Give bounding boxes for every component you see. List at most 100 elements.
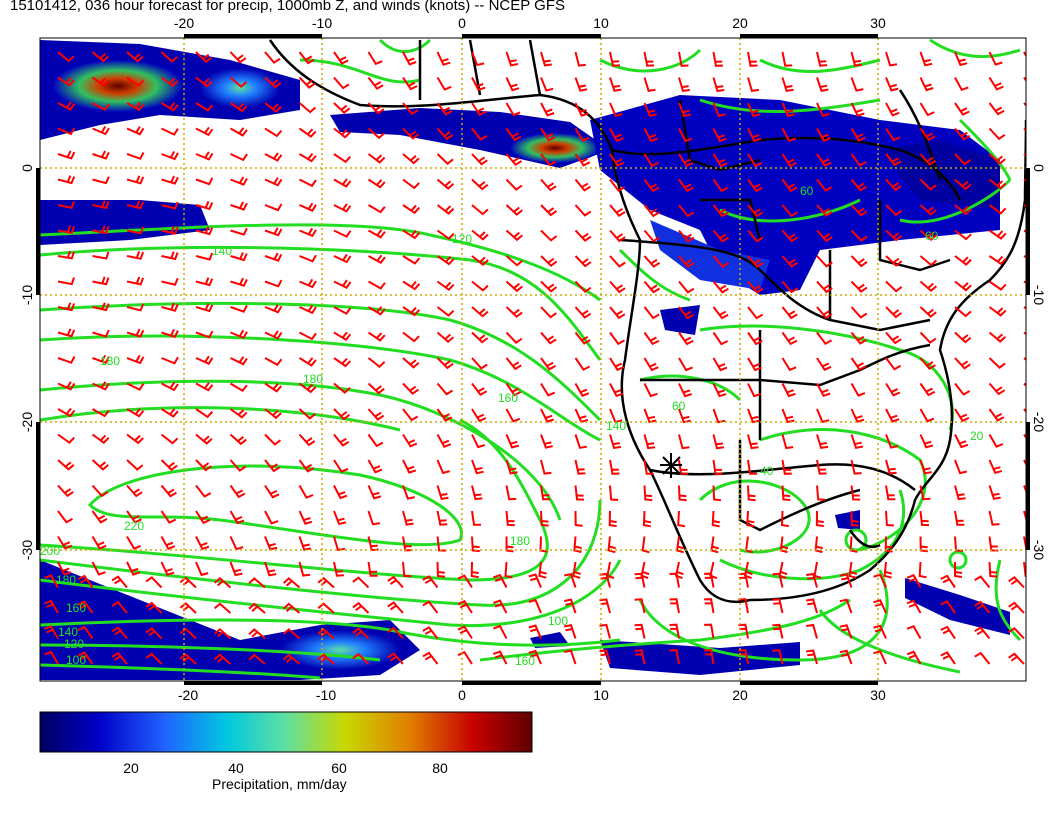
wind-barb	[126, 175, 145, 185]
wind-barb	[77, 625, 94, 640]
wind-barb	[574, 178, 591, 192]
wind-barb	[91, 484, 109, 498]
wind-barb	[457, 625, 473, 640]
wind-barb	[471, 153, 488, 166]
lon-labels-top: -20 -10 0 10 20 30	[174, 15, 886, 31]
wind-barb	[885, 102, 900, 117]
wind-barb	[436, 306, 455, 317]
wind-barb	[712, 77, 725, 93]
wind-barb	[885, 408, 900, 423]
wind-barb	[126, 126, 145, 136]
wind-barb	[574, 255, 592, 268]
wind-barb	[643, 383, 658, 398]
wind-barb	[850, 204, 868, 217]
wind-barb	[126, 459, 144, 471]
wind-barb	[77, 651, 94, 665]
colorbar: 20 40 60 80	[39, 711, 533, 776]
wind-barb	[850, 306, 868, 319]
wind-barb	[885, 229, 903, 242]
wind-barb	[815, 510, 824, 528]
wind-barb	[471, 204, 489, 216]
wind-barb	[126, 276, 145, 286]
wind-barb	[126, 535, 141, 550]
wind-barb	[747, 331, 763, 346]
wind-barb	[988, 102, 1005, 116]
wind-barb	[422, 626, 439, 640]
wind-barb	[387, 575, 404, 589]
wind-barb	[436, 485, 449, 501]
wind-barb	[669, 623, 680, 639]
wind-barb	[195, 76, 213, 88]
wind-barb	[540, 382, 556, 397]
wind-barb	[229, 536, 244, 551]
wind-barb	[634, 598, 646, 614]
wind-barb	[471, 357, 488, 370]
wind-barb	[919, 178, 937, 191]
wind-barb	[988, 51, 1003, 66]
wind-barb	[1023, 536, 1026, 552]
contour-label: 60	[672, 399, 686, 413]
wind-barb	[92, 329, 110, 338]
wind-barb	[126, 561, 141, 576]
wind-barb	[505, 51, 519, 67]
wind-barb	[471, 536, 480, 553]
wind-barb	[711, 510, 720, 528]
wind-barb	[974, 600, 991, 614]
wind-barb	[57, 328, 76, 338]
wind-barb	[367, 102, 385, 115]
wind-barb	[806, 598, 818, 614]
wind-barb	[282, 577, 301, 589]
wind-barb	[77, 600, 94, 614]
wind-barb	[816, 77, 829, 92]
wind-barb	[145, 576, 163, 589]
wind-barb	[44, 574, 59, 589]
wind-barb	[988, 229, 1007, 240]
wind-barb	[919, 229, 938, 242]
wind-barb	[816, 331, 833, 345]
wind-barb	[161, 151, 179, 161]
wind-barb	[248, 577, 266, 589]
wind-barb	[230, 356, 248, 366]
wind-barb	[333, 178, 352, 188]
wind-barb	[988, 382, 1006, 396]
wind-barb	[248, 628, 266, 640]
wind-barb	[919, 331, 937, 344]
wind-barb	[850, 459, 862, 475]
lat-labels-left: 0 -10 -20 -30	[19, 164, 35, 560]
wind-barb	[574, 204, 592, 217]
wind-barb	[572, 561, 581, 579]
wind-barb	[642, 510, 652, 528]
wind-barb	[813, 561, 822, 579]
wind-barb	[161, 381, 179, 392]
wind-barb	[564, 598, 577, 614]
lat-tick-label: -20	[19, 412, 35, 432]
wind-barb	[230, 201, 248, 211]
wind-barb	[505, 382, 522, 397]
wind-barb	[747, 178, 763, 193]
wind-barb	[333, 331, 352, 342]
wind-barb	[816, 255, 833, 268]
wind-barb	[126, 328, 145, 338]
wind-barb	[422, 651, 439, 665]
wind-barb	[422, 600, 439, 614]
wind-barb	[806, 649, 818, 665]
contour-label: 180	[303, 372, 323, 386]
wind-barb	[528, 624, 542, 639]
wind-barb	[1023, 510, 1026, 522]
wind-barb	[712, 485, 722, 502]
wind-barb	[772, 598, 784, 614]
wind-barb	[333, 485, 348, 500]
wind-barb	[816, 204, 833, 217]
wind-barb	[195, 226, 214, 236]
contour-label: 160	[515, 654, 535, 668]
wind-barb	[111, 651, 128, 665]
wind-barb	[230, 153, 248, 162]
wind-barb	[574, 280, 592, 294]
wind-barb	[781, 229, 799, 243]
wind-barb	[954, 255, 972, 266]
wind-barb	[505, 434, 519, 449]
wind-barb	[229, 382, 248, 393]
wind-barb	[988, 561, 998, 578]
wind-barb	[609, 51, 620, 67]
wind-barb	[564, 624, 577, 639]
